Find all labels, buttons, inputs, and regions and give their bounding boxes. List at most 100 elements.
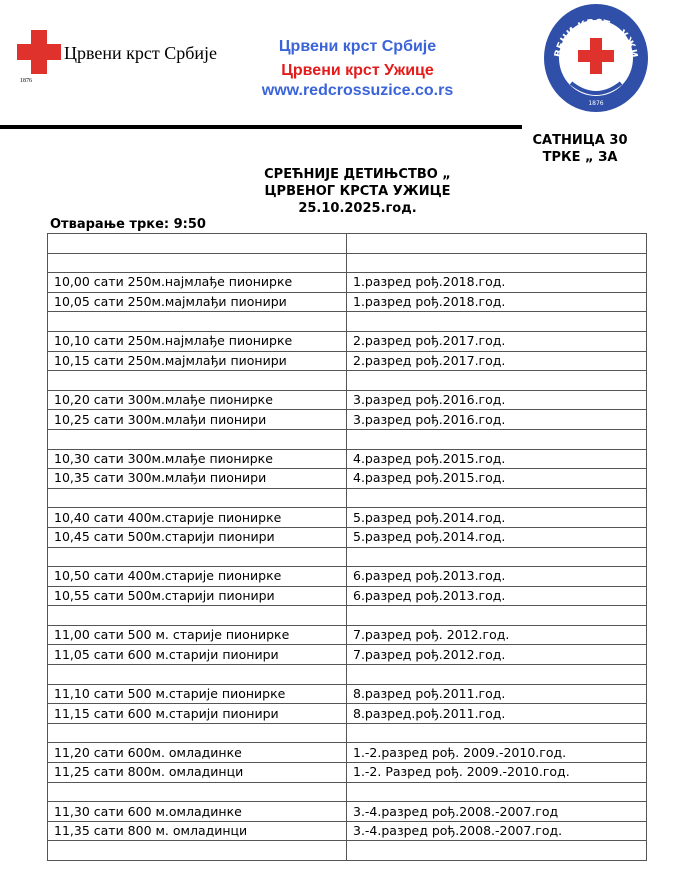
race-time-cell: 10,05 сати 250м.мајмлађи пионири <box>47 291 347 313</box>
race-time-cell <box>47 840 347 861</box>
race-time-cell: 11,05 сати 600 м.старији пионири <box>47 644 347 666</box>
table-row <box>47 311 647 332</box>
race-time-cell <box>47 722 347 744</box>
table-row: 11,00 сати 500 м. старије пионирке 7.разр… <box>47 624 647 646</box>
header-divider <box>0 125 522 129</box>
header-website: www.redcrossuzice.co.rs <box>261 82 454 99</box>
grade-cell: 6.разред рођ.2013.год. <box>346 585 647 607</box>
grade-cell <box>346 252 647 274</box>
race-time-cell <box>47 781 347 803</box>
side-title-line: САТНИЦА 30 <box>532 133 628 148</box>
grade-cell: 3.-4.разред рођ.2008.-2007.год <box>346 801 647 822</box>
grade-cell <box>346 311 647 332</box>
table-row: 10,35 сати 300м.млађи пионири 4.разред ро… <box>47 468 647 489</box>
grade-cell <box>346 781 647 803</box>
race-time-cell: 10,10 сати 250м.најмлађе пионирке <box>47 330 347 352</box>
grade-cell: 5.разред рођ.2014.год. <box>346 526 647 548</box>
race-time-cell: 11,15 сати 600 м.старији пионири <box>47 703 347 724</box>
grade-cell: 5.разред рођ.2014.год. <box>346 507 647 528</box>
grade-cell: 4.разред рођ.2015.год. <box>346 448 647 470</box>
race-time-cell <box>47 546 347 568</box>
race-time-cell: 10,25 сати 300м.млађи пионири <box>47 409 347 430</box>
table-row <box>47 233 647 254</box>
title-date: 25.10.2025.год. <box>298 201 417 216</box>
grade-cell: 1.разред рођ.2018.год. <box>346 291 647 313</box>
red-cross-icon <box>17 30 61 74</box>
grade-cell: 8.разред рођ.2011.год. <box>346 683 647 705</box>
table-row: 10,25 сати 300м.млађи пионири 3.разред ро… <box>47 409 647 430</box>
race-time-cell: 10,40 сати 400м.старије пионирке <box>47 507 347 528</box>
race-time-cell: 10,00 сати 250м.најмлађе пионирке <box>47 272 347 293</box>
table-row <box>47 605 647 626</box>
red-cross-badge-icon: ЦРВЕНИ КРСТ - УЖИЦЕ 1876 <box>541 3 648 112</box>
header-line-1: Црвени крст Србије <box>278 38 437 55</box>
table-row: 10,30 сати 300м.млађе пионирке 4.разред р… <box>47 448 647 470</box>
table-row <box>47 487 647 509</box>
svg-text:1876: 1876 <box>588 100 603 107</box>
table-row <box>47 664 647 685</box>
table-row: 10,20 сати 300м.млађе пионирке 3.разред р… <box>47 389 647 411</box>
table-row: 10,00 сати 250м.најмлађе пионирке 1.разре… <box>47 272 647 293</box>
grade-cell: 2.разред рођ.2017.год. <box>346 350 647 372</box>
table-row <box>47 370 647 391</box>
race-time-cell: 11,25 сати 800м. омладинци <box>47 762 347 783</box>
race-time-cell <box>47 233 347 254</box>
grade-cell <box>346 722 647 744</box>
race-time-cell <box>47 370 347 391</box>
side-title-line: ТРКЕ „ ЗА <box>542 150 618 165</box>
race-time-cell <box>47 252 347 274</box>
grade-cell: 4.разред рођ.2015.год. <box>346 468 647 489</box>
grade-cell: 3.-4.разред рођ.2008.-2007.год. <box>346 820 647 842</box>
race-time-cell: 10,35 сати 300м.млађи пионири <box>47 468 347 489</box>
table-row: 10,50 сати 400м.старије пионирке 6.разред… <box>47 566 647 587</box>
table-row: 10,45 сати 500м.старији пионири 5.разред … <box>47 526 647 548</box>
table-row: 11,15 сати 600 м.старији пионири 8.разред… <box>47 703 647 724</box>
grade-cell: 7.разред рођ.2012.год. <box>346 644 647 666</box>
grade-cell <box>346 546 647 568</box>
table-row <box>47 428 647 450</box>
race-time-cell: 11,30 сати 600 м.омладинке <box>47 801 347 822</box>
table-row <box>47 546 647 568</box>
race-time-cell: 11,10 сати 500 м.старије пионирке <box>47 683 347 705</box>
race-time-cell: 11,00 сати 500 м. старије пионирке <box>47 624 347 646</box>
title-line: ЦРВЕНОГ КРСТА УЖИЦЕ <box>264 184 451 199</box>
table-row: 10,15 сати 250м.мајмлађи пионири 2.разред… <box>47 350 647 372</box>
table-row <box>47 722 647 744</box>
grade-cell: 7.разред рођ. 2012.год. <box>346 624 647 646</box>
race-time-cell: 10,30 сати 300м.млађе пионирке <box>47 448 347 470</box>
race-time-cell <box>47 428 347 450</box>
race-time-cell: 10,55 сати 500м.старији пионири <box>47 585 347 607</box>
table-row: 11,35 сати 800 м. омладинци 3.-4.разред р… <box>47 820 647 842</box>
race-time-cell: 11,35 сати 800 м. омладинци <box>47 820 347 842</box>
table-row: 11,10 сати 500 м.старије пионирке 8.разре… <box>47 683 647 705</box>
table-row <box>47 252 647 274</box>
table-row: 10,10 сати 250м.најмлађе пионирке 2.разре… <box>47 330 647 352</box>
race-time-cell <box>47 311 347 332</box>
header-line-2: Црвени крст Ужице <box>281 62 434 79</box>
grade-cell: 3.разред рођ.2016.год. <box>346 409 647 430</box>
grade-cell <box>346 370 647 391</box>
grade-cell: 8.разред.рођ.2011.год. <box>346 703 647 724</box>
grade-cell <box>346 428 647 450</box>
grade-cell <box>346 664 647 685</box>
race-time-cell <box>47 664 347 685</box>
race-time-cell: 11,20 сати 600м. омладинке <box>47 742 347 764</box>
grade-cell <box>346 840 647 861</box>
grade-cell: 1.-2.разред рођ. 2009.-2010.год. <box>346 742 647 764</box>
race-time-cell: 10,45 сати 500м.старији пионири <box>47 526 347 548</box>
table-row: 11,20 сати 600м. омладинке 1.-2.разред ро… <box>47 742 647 764</box>
table-row: 11,30 сати 600 м.омладинке 3.-4.разред ро… <box>47 801 647 822</box>
table-row: 10,05 сати 250м.мајмлађи пионири 1.разред… <box>47 291 647 313</box>
race-time-cell: 10,20 сати 300м.млађе пионирке <box>47 389 347 411</box>
schedule-table: 10,00 сати 250м.најмлађе пионирке 1.разре… <box>47 233 647 861</box>
table-row: 11,25 сати 800м. омладинци 1.-2. Разред р… <box>47 762 647 783</box>
table-row <box>47 781 647 803</box>
race-time-cell <box>47 487 347 509</box>
table-row <box>47 840 647 861</box>
grade-cell: 6.разред рођ.2013.год. <box>346 566 647 587</box>
document-title: СРЕЋНИЈЕ ДЕТИЊСТВО „ ЦРВЕНОГ КРСТА УЖИЦЕ… <box>200 166 515 217</box>
race-time-cell <box>47 605 347 626</box>
grade-cell: 1.разред рођ.2018.год. <box>346 272 647 293</box>
left-logo-text: Црвени крст Србије <box>64 43 218 63</box>
grade-cell <box>346 487 647 509</box>
